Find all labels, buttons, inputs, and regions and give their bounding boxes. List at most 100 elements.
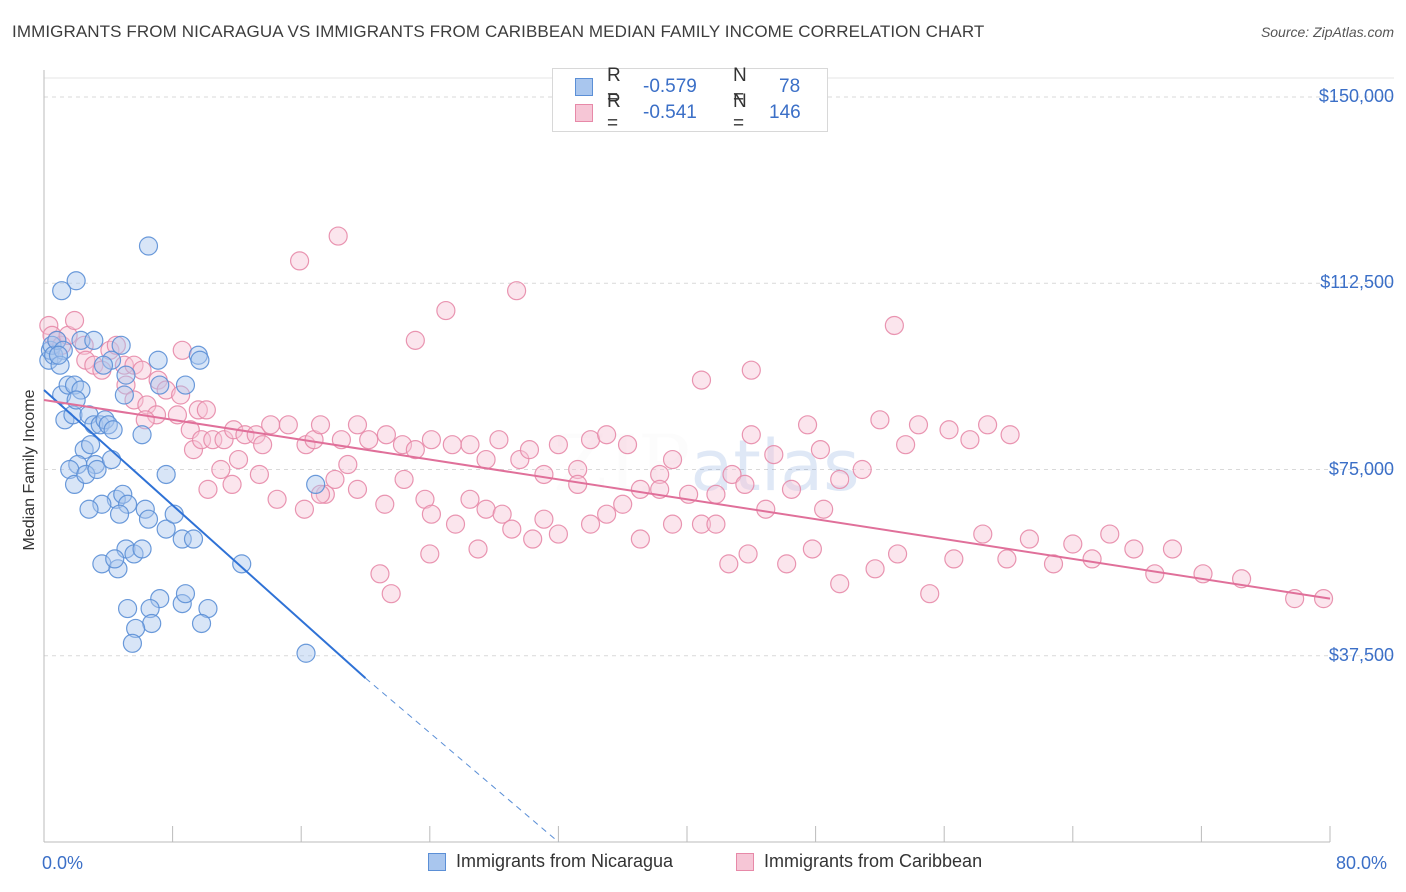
legend-n-value: 78 [779, 76, 801, 97]
trend-lines [43, 389, 1331, 843]
caribbean-point [137, 395, 157, 415]
caribbean-point [691, 514, 712, 534]
chart-title: IMMIGRANTS FROM NICARAGUA VS IMMIGRANTS … [12, 22, 985, 41]
caribbean-point [124, 390, 144, 410]
nicaragua-point [183, 529, 204, 549]
x-tick-min: 0.0% [42, 853, 84, 873]
caribbean-point [1162, 539, 1183, 559]
nicaragua-point [111, 335, 131, 355]
nicaragua-point [117, 598, 138, 619]
caribbean-point [228, 449, 249, 470]
nicaragua-point [109, 504, 130, 524]
caribbean-point [172, 340, 192, 360]
nicaragua-point [84, 330, 104, 350]
caribbean-point [764, 445, 784, 465]
caribbean-point [630, 529, 650, 549]
caribbean-point [738, 544, 758, 564]
caribbean-point [884, 315, 904, 336]
nicaragua-point [106, 489, 126, 509]
caribbean-point [1000, 425, 1020, 445]
legend-swatch-nicaragua [575, 78, 593, 96]
legend-r-label: R = [607, 91, 621, 134]
caribbean-point [756, 499, 776, 519]
caribbean-point [338, 454, 358, 475]
caribbean-point [908, 415, 929, 435]
caribbean-point [814, 499, 834, 519]
caribbean-point [468, 539, 488, 559]
legend-row-caribbean: R = -0.541 N = 146 [575, 91, 801, 134]
caribbean-point [510, 449, 530, 470]
caribbean-point [1019, 529, 1039, 549]
caribbean-point [960, 430, 980, 450]
caribbean-point [978, 415, 998, 435]
nicaragua-point [138, 509, 159, 529]
nicaragua-trend-line [43, 389, 367, 679]
nicaragua-points [39, 236, 326, 663]
caribbean-point [261, 415, 281, 435]
caribbean-point [580, 514, 601, 534]
caribbean-point [802, 539, 822, 559]
caribbean-point [460, 435, 480, 455]
watermark: ZIPatlas [553, 419, 860, 509]
axes [43, 70, 1331, 843]
caribbean-point [706, 484, 726, 504]
caribbean-point [973, 524, 993, 544]
nicaragua-point [93, 355, 114, 375]
caribbean-point [171, 385, 191, 405]
caribbean-point [597, 504, 617, 524]
nicaragua-point [105, 549, 125, 569]
nicaragua-point [92, 494, 112, 514]
nicaragua-point [117, 494, 138, 514]
caribbean-point [1043, 554, 1064, 574]
caribbean-point [116, 375, 136, 395]
caribbean-point [830, 574, 850, 594]
legend-n-value: 146 [769, 102, 801, 123]
caribbean-point [188, 400, 208, 420]
caribbean-point [375, 494, 395, 514]
caribbean-point [370, 564, 390, 584]
nicaragua-point [232, 554, 252, 574]
nicaragua-point [138, 236, 159, 256]
caribbean-point [568, 459, 588, 480]
caribbean-point [278, 415, 298, 435]
legend-n-label: N = [733, 65, 747, 108]
legend-r-value: -0.579 [643, 76, 697, 97]
caribbean-point [191, 430, 212, 450]
legend-swatch-caribbean [575, 104, 593, 122]
caribbean-point [156, 380, 176, 400]
caribbean-point [944, 549, 964, 569]
nicaragua-point [140, 598, 160, 619]
bottom-legend-swatch-caribbean [736, 852, 754, 871]
caribbean-point [706, 514, 726, 534]
caribbean-point [183, 440, 204, 460]
caribbean-point [132, 360, 152, 380]
nicaragua-point [52, 281, 72, 301]
caribbean-point [781, 479, 802, 499]
caribbean-point [421, 430, 442, 450]
caribbean-point [203, 430, 223, 450]
nicaragua-point [148, 350, 168, 370]
caribbean-point [722, 464, 742, 485]
caribbean-point [617, 435, 638, 455]
caribbean-point [735, 474, 755, 494]
caribbean-point [289, 251, 310, 271]
caribbean-point [519, 440, 540, 460]
caribbean-point [1082, 549, 1102, 569]
caribbean-point [1100, 524, 1120, 544]
caribbean-point [405, 440, 425, 460]
caribbean-point [196, 400, 216, 420]
bottom-legend-label-nicaragua: Immigrants from Nicaragua [456, 851, 674, 871]
stats-legend: R = -0.579 N = 78 R = -0.541 N = 146 [552, 65, 828, 134]
nicaragua-point [122, 633, 143, 653]
caribbean-point [852, 459, 872, 480]
caribbean-point [741, 425, 761, 445]
caribbean-point [534, 464, 554, 485]
nicaragua-point [156, 519, 176, 539]
chart-source: Source: ZipAtlas.com [1260, 24, 1394, 40]
caribbean-point [1063, 534, 1083, 554]
caribbean-point [146, 405, 167, 425]
nicaragua-point [76, 464, 96, 485]
caribbean-point [249, 464, 270, 485]
caribbean-point [476, 449, 496, 470]
